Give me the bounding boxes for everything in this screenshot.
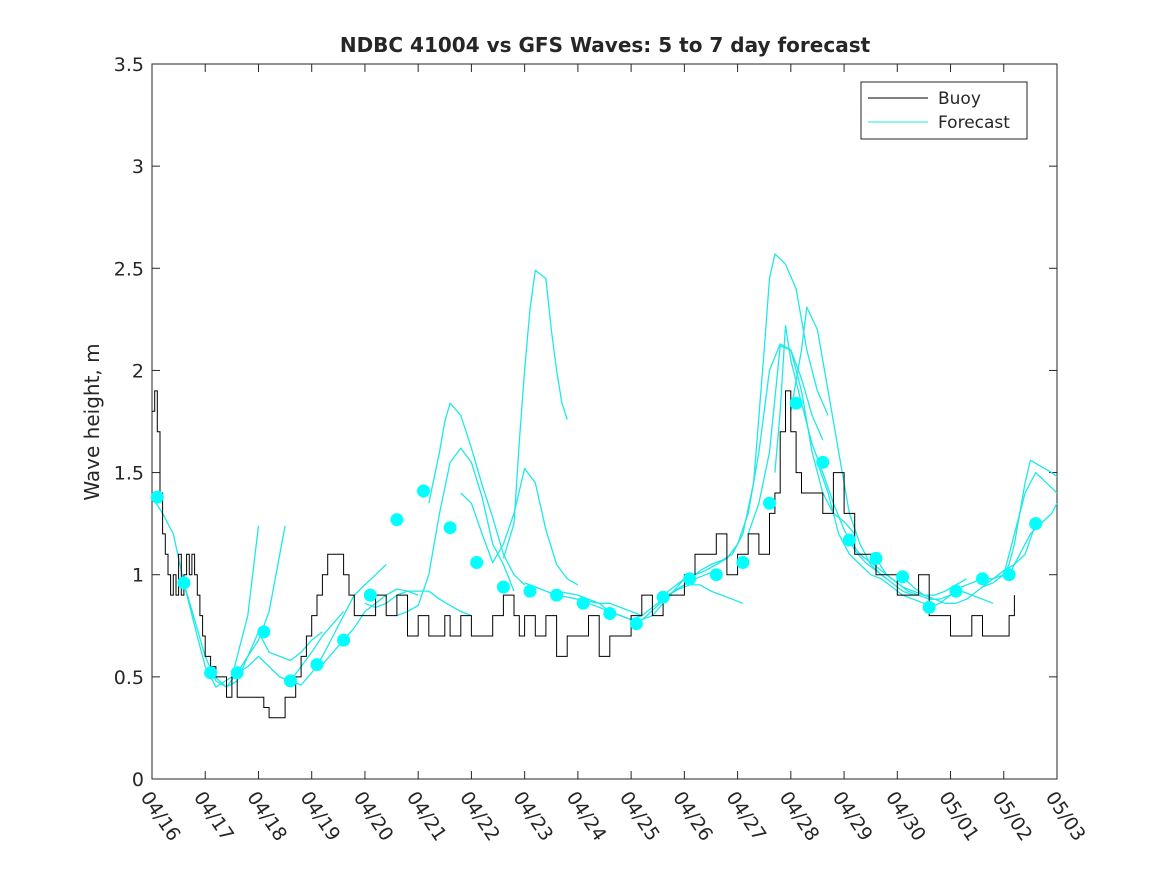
y-tick-label: 0 [132, 769, 144, 791]
forecast-marker [550, 588, 564, 602]
forecast-marker [842, 533, 856, 547]
y-tick-label: 2.5 [114, 258, 144, 280]
forecast-marker [763, 496, 776, 510]
axes-box [151, 63, 1058, 780]
forecast-marker [337, 633, 351, 647]
forecast-line [816, 462, 935, 604]
forecast-line [774, 324, 887, 580]
forecast-line [928, 471, 1058, 609]
forecast-lines [151, 253, 1058, 688]
forecast-marker [443, 521, 457, 535]
y-tick-label: 0.5 [114, 667, 144, 689]
forecast-marker [177, 576, 191, 590]
forecast-line [151, 496, 260, 688]
forecast-marker [896, 570, 910, 584]
forecast-marker [976, 572, 989, 586]
forecast-marker [417, 484, 430, 498]
forecast-marker [470, 556, 484, 569]
forecast-line [848, 539, 967, 596]
forecast-marker [150, 490, 164, 504]
forecast-marker [230, 666, 244, 680]
forecast-marker [922, 600, 936, 614]
forecast-marker [363, 588, 377, 602]
y-tick-label: 3 [132, 156, 144, 178]
plot-area: 00.511.522.533.5 04/16 04/17 04/18 04/19 04/… [114, 54, 1090, 845]
forecast-marker [204, 666, 218, 680]
forecast-line [902, 523, 1037, 604]
y-tick-label: 3.5 [114, 54, 144, 76]
forecast-marker [656, 590, 670, 604]
forecast-marker [629, 617, 643, 631]
forecast-line [428, 402, 526, 586]
forecast-marker [496, 580, 510, 594]
buoy-series [152, 390, 1015, 719]
forecast-marker [576, 596, 590, 610]
forecast-line [747, 345, 856, 535]
y-axis-label: Wave height, m [80, 343, 104, 500]
forecast-markers [150, 396, 1043, 688]
forecast-marker [603, 607, 617, 620]
forecast-marker [1029, 517, 1043, 531]
buoy-line [152, 390, 1015, 719]
legend-forecast-label: Forecast [938, 113, 1010, 133]
legend: Buoy Forecast [860, 81, 1028, 140]
y-tick-label: 2 [132, 360, 144, 382]
y-tick-label: 1.5 [114, 463, 144, 485]
forecast-marker [736, 556, 750, 569]
forecast-line [364, 590, 472, 617]
forecast-line [290, 564, 387, 686]
forecast-marker [949, 584, 963, 598]
forecast-marker [816, 455, 830, 469]
forecast-marker [257, 625, 271, 639]
y-tick-label: 1 [132, 565, 144, 587]
legend-box [860, 81, 1028, 140]
forecast-line [502, 269, 568, 559]
forecast-marker [390, 513, 404, 527]
forecast-marker [523, 584, 537, 598]
forecast-marker [683, 572, 697, 586]
forecast-marker [869, 551, 883, 565]
forecast-marker [1002, 568, 1016, 582]
y-axis: 0 0.5 1 1.5 2 2.5 3 3.5 [114, 54, 1057, 791]
forecast-line [321, 588, 419, 666]
forecast-line [460, 467, 579, 586]
forecast-line [689, 253, 829, 580]
forecast-line [396, 447, 515, 617]
forecast-marker [310, 658, 324, 672]
forecast-marker [283, 674, 297, 688]
legend-buoy-label: Buoy [938, 89, 981, 109]
forecast-line [210, 631, 323, 688]
forecast-marker [789, 396, 803, 410]
forecast-marker [709, 568, 723, 582]
chart-title: NDBC 41004 vs GFS Waves: 5 to 7 day fore… [340, 33, 871, 57]
forecast-line [982, 459, 1058, 588]
